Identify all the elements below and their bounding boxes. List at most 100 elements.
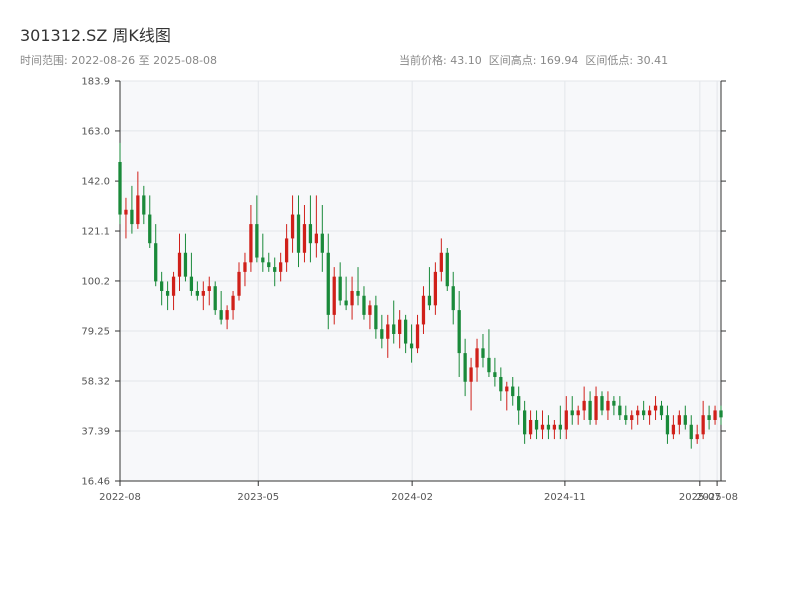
candle-body — [403, 319, 408, 344]
range-low-label: 区间低点: 30.41 — [585, 54, 669, 67]
range-high-label: 区间高点: 169.94 — [488, 54, 579, 67]
candle-body — [594, 396, 598, 420]
candle-body — [171, 276, 176, 296]
candle-body — [124, 209, 128, 215]
candle-body — [267, 262, 271, 268]
candle-body — [284, 238, 289, 263]
candle-body — [612, 400, 616, 406]
candle-body — [225, 310, 229, 320]
candle-body — [451, 286, 455, 311]
candle-body — [475, 348, 479, 368]
y-tick-label: 100.2 — [81, 276, 110, 287]
candle-body — [546, 424, 551, 430]
candle-body — [701, 415, 705, 435]
date-range-label: 时间范围: 2022-08-26 至 2025-08-08 — [20, 54, 218, 67]
candle-body — [255, 224, 259, 258]
candle-body — [136, 195, 140, 225]
candle-body — [362, 295, 366, 315]
candle-body — [642, 410, 646, 416]
candle-body — [344, 300, 348, 306]
candle-body — [695, 434, 699, 440]
candle-body — [160, 281, 164, 291]
candle-body — [261, 257, 265, 263]
candle-body — [522, 410, 527, 435]
candle-body — [148, 214, 152, 244]
candle-body — [505, 386, 509, 392]
candle-body — [207, 286, 211, 291]
candle-body — [445, 252, 449, 287]
candle-body — [296, 214, 301, 253]
candle-body — [689, 424, 693, 440]
x-tick-label: 2023-05 — [237, 492, 279, 503]
candle-body — [380, 329, 384, 339]
candle-body — [392, 324, 396, 334]
candle-body — [671, 424, 676, 435]
candle-body — [237, 271, 241, 296]
candle-body — [659, 405, 664, 416]
candle-body — [570, 410, 574, 416]
candle-body — [409, 343, 414, 349]
candle-body — [201, 290, 205, 296]
candle-body — [493, 372, 497, 377]
candle-body — [469, 367, 473, 382]
candle-body — [332, 276, 336, 315]
candle-body — [463, 353, 467, 382]
candle-body — [326, 252, 330, 315]
candle-body — [142, 195, 146, 215]
candle-body — [564, 410, 568, 430]
candle-body — [177, 252, 182, 277]
candle-body — [606, 400, 610, 411]
candle-body — [630, 415, 634, 420]
x-tick-label: 2024-11 — [544, 492, 586, 503]
candle-body — [677, 415, 681, 425]
y-tick-label: 79.25 — [81, 327, 110, 338]
candle-body — [219, 310, 223, 320]
candle-body — [558, 424, 562, 430]
candle-body — [576, 410, 580, 416]
candle-body — [528, 419, 533, 435]
candle-body — [314, 233, 319, 244]
candle-body — [421, 295, 426, 325]
candle-body — [338, 276, 342, 301]
candle-body — [183, 252, 188, 277]
candle-body — [618, 405, 622, 416]
candle-body — [374, 305, 378, 330]
candle-body — [713, 410, 717, 420]
y-tick-label: 183.9 — [81, 77, 110, 88]
candle-body — [189, 276, 194, 291]
candle-body — [427, 295, 432, 306]
candle-body — [636, 410, 640, 416]
candle-body — [130, 209, 134, 225]
candle-body — [415, 324, 420, 349]
candle-body — [368, 305, 372, 315]
y-tick-label: 142.0 — [81, 177, 110, 188]
current-price-label: 当前价格: 43.10 — [399, 54, 482, 67]
candle-body — [665, 415, 670, 435]
candle-body — [588, 400, 592, 420]
candle-body — [499, 376, 503, 392]
x-tick-label: 2025-07 — [679, 492, 721, 503]
y-tick-label: 121.1 — [81, 227, 110, 238]
candle-body — [540, 424, 545, 430]
candle-body — [308, 224, 313, 244]
y-tick-label: 163.0 — [81, 126, 110, 137]
candle-body — [653, 405, 658, 411]
candle-body — [320, 233, 324, 253]
candle-body — [481, 348, 485, 358]
y-tick-label: 37.39 — [81, 427, 110, 438]
candle-body — [386, 324, 390, 339]
x-tick-label: 2022-08 — [99, 492, 141, 503]
candle-body — [231, 295, 235, 311]
candle-body — [517, 396, 521, 411]
candle-body — [243, 262, 247, 272]
candle-body — [154, 243, 158, 282]
candle-body — [213, 286, 217, 311]
y-tick-label: 58.32 — [81, 377, 110, 388]
y-tick-label: 16.46 — [81, 477, 110, 488]
candle-body — [439, 252, 443, 272]
candle-body — [647, 410, 652, 416]
candle-body — [511, 386, 515, 397]
candle-body — [624, 415, 628, 420]
candle-body — [398, 319, 402, 334]
